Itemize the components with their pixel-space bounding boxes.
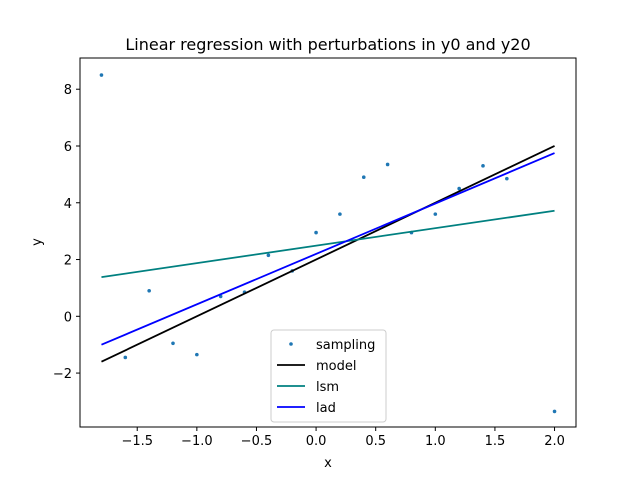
sampling-point [195, 352, 199, 357]
lsm-line [101, 209, 555, 279]
legend-box [270, 329, 387, 423]
sampling-point [385, 162, 390, 167]
sampling-point [314, 230, 318, 235]
y-axis-ticks: −2 0 2 4 6 8 [53, 83, 80, 382]
x-tick-label: 0.0 [306, 434, 327, 449]
sampling-point [481, 164, 485, 168]
y-tick-label: 2 [64, 254, 72, 269]
legend-label-sampling: sampling [316, 338, 375, 353]
y-tick-label: 4 [64, 197, 72, 212]
x-axis-label: x [324, 456, 332, 471]
x-tick-label: 1.5 [485, 434, 506, 449]
x-tick-label: −1.5 [121, 434, 153, 449]
sampling-point [433, 212, 438, 216]
sampling-point [147, 288, 151, 293]
x-tick-label: −1.0 [181, 434, 213, 449]
y-axis-label: y [30, 238, 45, 246]
sampling-point [338, 212, 342, 216]
sampling-point [505, 176, 509, 181]
x-tick-label: 0.5 [365, 434, 386, 449]
legend-label-lsm: lsm [316, 380, 339, 395]
y-tick-label: −2 [53, 367, 72, 382]
sampling-point [552, 409, 557, 414]
model-line [101, 145, 555, 363]
axes-frame [79, 57, 577, 428]
legend-marker-sampling [289, 342, 293, 346]
plot-area [79, 57, 577, 428]
sampling-point [361, 175, 366, 180]
lad-line [101, 152, 555, 346]
sampling-point [266, 253, 271, 258]
y-tick-label: 8 [64, 83, 72, 98]
x-tick-label: 1.0 [425, 434, 446, 449]
y-tick-label: 6 [64, 140, 72, 155]
legend-label-model: model [316, 359, 356, 374]
sampling-point [171, 341, 175, 346]
chart-title: Linear regression with perturbations in … [125, 35, 530, 54]
x-axis-ticks: −1.5 −1.0 −0.5 0.0 0.5 1.0 1.5 2.0 [121, 427, 565, 449]
sampling-point [457, 186, 461, 191]
x-tick-label: −0.5 [241, 434, 273, 449]
legend: sampling model lsm lad [270, 329, 387, 423]
x-tick-label: 2.0 [544, 434, 565, 449]
legend-label-lad: lad [316, 401, 336, 416]
sampling-point [99, 73, 104, 77]
sampling-point [123, 355, 128, 360]
y-tick-label: 0 [64, 310, 72, 325]
